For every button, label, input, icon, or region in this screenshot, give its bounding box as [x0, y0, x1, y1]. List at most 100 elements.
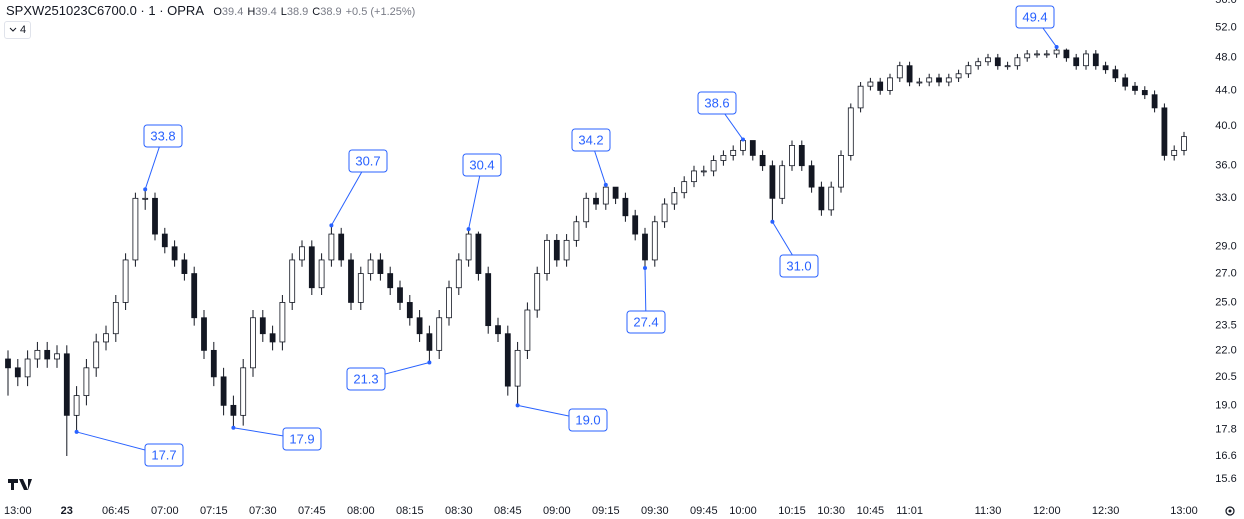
price-callout: 33.8	[143, 124, 183, 192]
candle-body	[936, 77, 942, 83]
ohlc-value: 38.9	[286, 6, 309, 18]
candle-body	[259, 317, 266, 335]
indicator-count: 4	[20, 24, 27, 36]
candle-body	[985, 57, 991, 63]
candle-body	[220, 376, 227, 406]
candle-body	[602, 186, 609, 205]
legend-header: SPXW251023C6700.0 · 1 · OPRA O39.4 H39.4 L…	[6, 3, 415, 18]
x-tick-label: 23	[61, 505, 73, 517]
candle-body	[93, 341, 100, 369]
candle-body	[661, 203, 668, 223]
candle-body	[769, 165, 776, 199]
ohlc-key: L	[280, 6, 287, 18]
indicators-toggle[interactable]: 4	[4, 21, 32, 39]
candle-body	[495, 325, 501, 335]
candle-body	[749, 140, 756, 156]
callout-label: 38.6	[704, 95, 729, 110]
callout-label: 34.2	[578, 132, 603, 147]
y-tick-label: 23.5	[1215, 320, 1236, 332]
callout-point	[515, 403, 520, 408]
candle-body	[1004, 65, 1011, 68]
candle-body	[857, 85, 864, 109]
candle-body	[642, 233, 648, 261]
candle-body	[514, 349, 521, 387]
candle-body	[191, 273, 198, 319]
callout-box	[462, 153, 502, 177]
change: +0.5 (+1.25%)	[345, 6, 416, 18]
x-tick-label: 07:45	[298, 505, 326, 517]
candle-body	[485, 273, 492, 327]
candle-body	[73, 395, 80, 416]
candle-body	[1102, 65, 1109, 71]
x-tick-label: 12:00	[1033, 505, 1061, 517]
price-callout: 49.4	[1015, 5, 1059, 50]
callout-point	[74, 429, 79, 434]
candle-body	[5, 358, 11, 369]
y-tick-label: 36.0	[1215, 160, 1236, 172]
candle-body	[416, 317, 423, 335]
x-tick-label: 07:30	[249, 505, 277, 517]
candle-body	[436, 317, 443, 351]
candle-body	[299, 246, 305, 261]
candle-body	[740, 140, 746, 151]
candle-body	[710, 160, 717, 172]
candle-body	[1151, 94, 1158, 109]
callout-label: 33.8	[150, 128, 175, 143]
price-callout: 34.2	[571, 128, 611, 187]
ohlc-key: H	[247, 6, 256, 18]
callout-label: 27.4	[633, 314, 658, 329]
candle-body	[759, 155, 766, 167]
x-tick-label: 10:30	[817, 505, 845, 517]
candle-body	[308, 246, 315, 289]
candle-body	[798, 145, 805, 167]
symbol: SPXW251023C6700.0 · 1 · OPRA	[6, 3, 204, 18]
y-tick-label: 22.0	[1215, 344, 1236, 356]
x-tick-label: 08:30	[445, 505, 473, 517]
y-tick-label: 15.6	[1215, 473, 1236, 485]
candle-body	[779, 165, 786, 199]
settings-icon[interactable]	[1225, 506, 1235, 516]
candle-body	[906, 65, 913, 83]
candle-body	[612, 186, 619, 199]
candle-body	[808, 165, 815, 188]
x-tick-label: 11:01	[896, 505, 923, 517]
x-tick-label: 07:15	[200, 505, 228, 517]
candle-body	[1171, 149, 1178, 156]
x-tick-label: 09:30	[641, 505, 669, 517]
price-callout: 21.3	[346, 360, 432, 391]
x-tick-label: 09:15	[592, 505, 620, 517]
candle-body	[504, 333, 511, 387]
candle-body	[593, 197, 599, 205]
candle-body	[475, 233, 482, 274]
price-callout: 31.0	[770, 219, 819, 278]
ohlc-key: C	[312, 6, 321, 18]
candle-body	[691, 170, 697, 183]
candle-body	[397, 287, 403, 303]
y-tick-label: 25.0	[1215, 296, 1236, 308]
x-tick-label: 10:45	[857, 505, 885, 517]
candle-body	[230, 404, 237, 416]
callout-label: 17.9	[289, 431, 314, 446]
candle-body	[965, 65, 972, 75]
callout-point	[466, 227, 471, 232]
x-tick-label: 06:45	[102, 505, 130, 517]
candle-body	[877, 81, 884, 91]
candle-body	[328, 233, 335, 261]
candle-body	[63, 353, 70, 416]
candle-body	[269, 333, 276, 343]
x-tick-label: 13:00	[1170, 505, 1198, 517]
candle-body	[730, 149, 737, 156]
callout-box	[348, 149, 388, 173]
callout-label: 31.0	[786, 258, 811, 273]
price-callout: 17.9	[231, 425, 322, 451]
callout-box	[346, 367, 386, 391]
candle-body	[916, 81, 923, 84]
candle-body	[1053, 49, 1060, 55]
y-tick-label: 20.5	[1215, 371, 1236, 383]
candle-body	[1024, 53, 1031, 59]
candle-body	[622, 197, 629, 217]
y-tick-label: 44.0	[1215, 84, 1236, 96]
candle-body	[994, 57, 1001, 67]
candle-body	[171, 246, 178, 261]
candle-body	[181, 259, 188, 274]
